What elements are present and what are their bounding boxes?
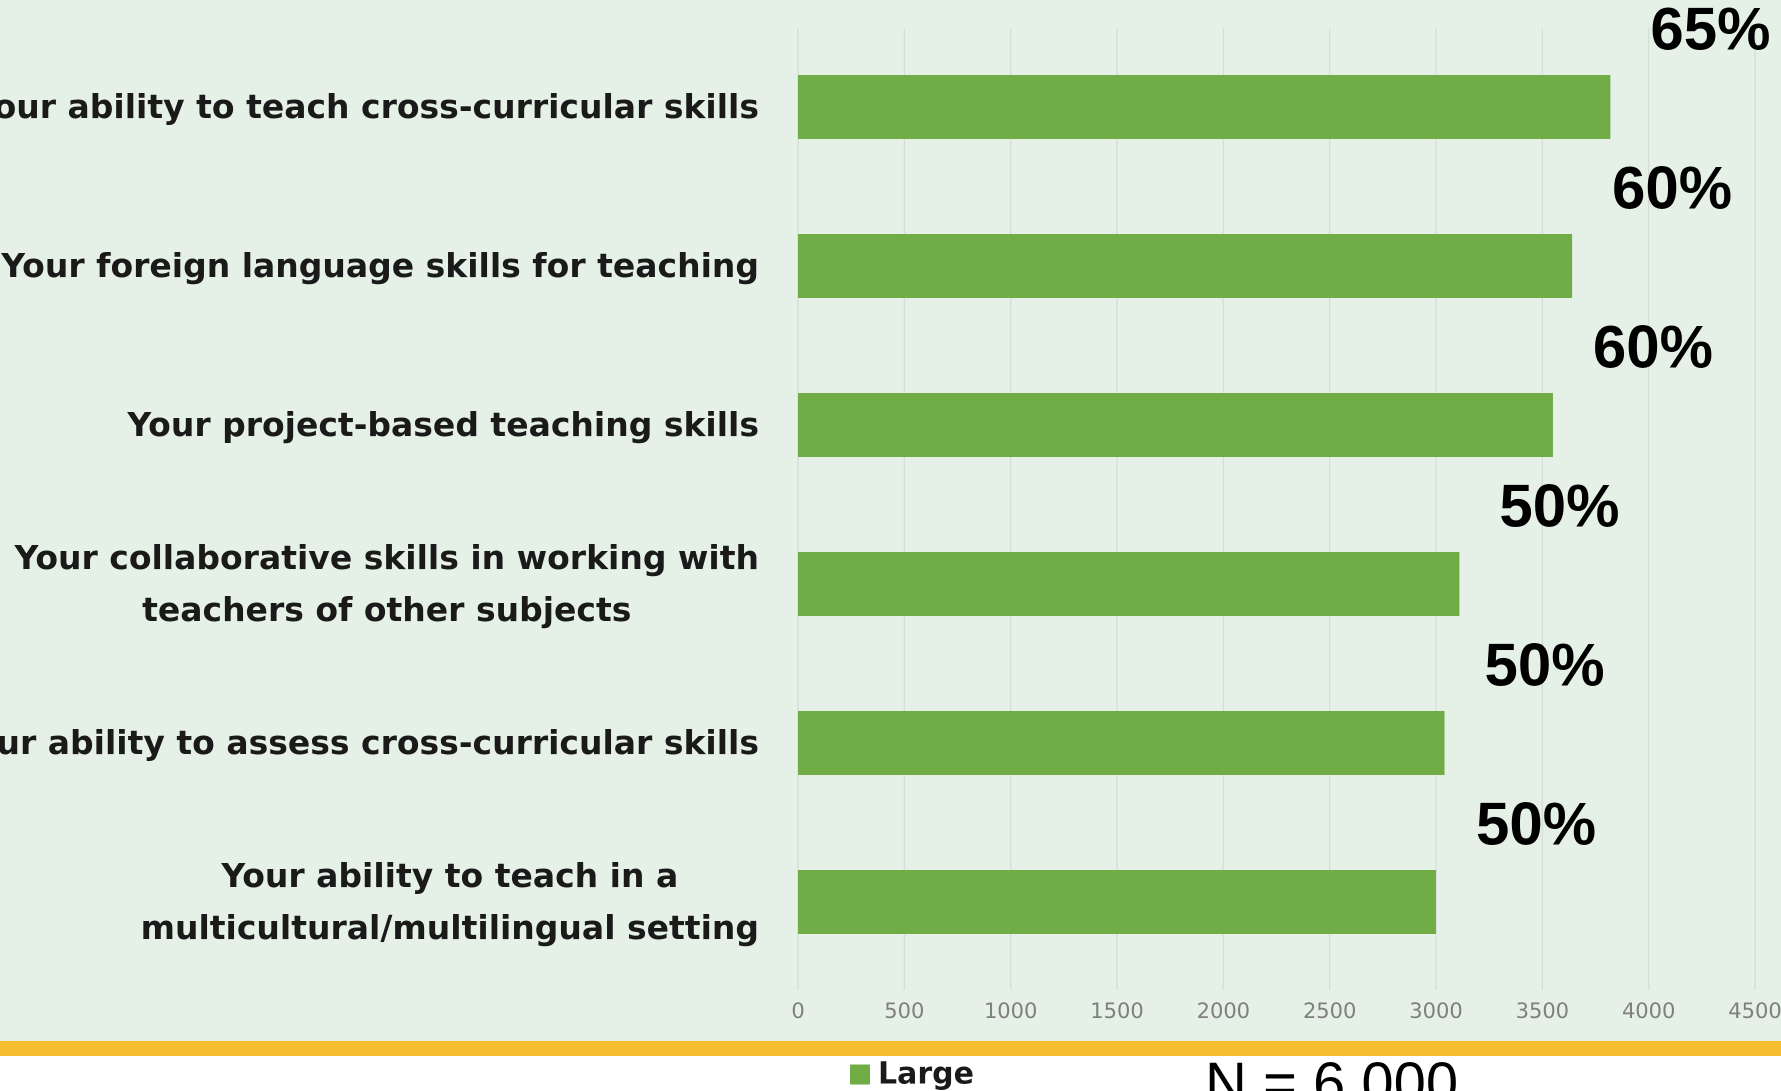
x-tick-label: 2000 — [1197, 999, 1250, 1023]
x-tick-label: 4500 — [1728, 999, 1781, 1023]
category-label: Your project-based teaching skills — [127, 405, 759, 444]
legend: Large — [850, 1057, 974, 1091]
bar — [798, 711, 1445, 775]
x-tick-label: 4000 — [1622, 999, 1675, 1023]
x-tick-label: 2500 — [1303, 999, 1356, 1023]
bar-annotation: 50% — [1475, 790, 1597, 858]
legend-label: Large — [878, 1056, 974, 1091]
bar — [798, 870, 1436, 934]
footer-bar — [0, 1041, 1781, 1056]
x-tick-label: 3000 — [1409, 999, 1462, 1023]
bar-annotation: 60% — [1592, 313, 1713, 381]
bar-annotation: 50% — [1499, 472, 1620, 540]
bar-annotation: 65% — [1650, 0, 1771, 63]
bar — [798, 234, 1573, 298]
x-tick-label: 1500 — [1090, 999, 1143, 1023]
bar — [798, 75, 1611, 139]
category-label: Your ability to teach in a multicultural… — [140, 856, 759, 947]
x-tick-label: 500 — [884, 999, 924, 1023]
category-label: Your ability to assess cross-curricular … — [0, 723, 759, 762]
x-tick-label: 3500 — [1516, 999, 1569, 1023]
x-tick-label: 1000 — [984, 999, 1037, 1023]
category-label: Your foreign language skills for teachin… — [1, 246, 759, 285]
category-label: Your collaborative skills in working wit… — [14, 538, 759, 629]
bar-annotation: 50% — [1484, 631, 1605, 699]
bar — [798, 393, 1553, 457]
background — [0, 0, 1781, 1041]
category-label: Your ability to teach cross-curricular s… — [0, 87, 759, 126]
legend-swatch — [850, 1064, 870, 1084]
bar — [798, 552, 1460, 616]
x-tick-label: 0 — [791, 999, 804, 1023]
bar-annotation: 60% — [1612, 154, 1733, 222]
sample-size: N = 6,000 — [1205, 1051, 1459, 1091]
